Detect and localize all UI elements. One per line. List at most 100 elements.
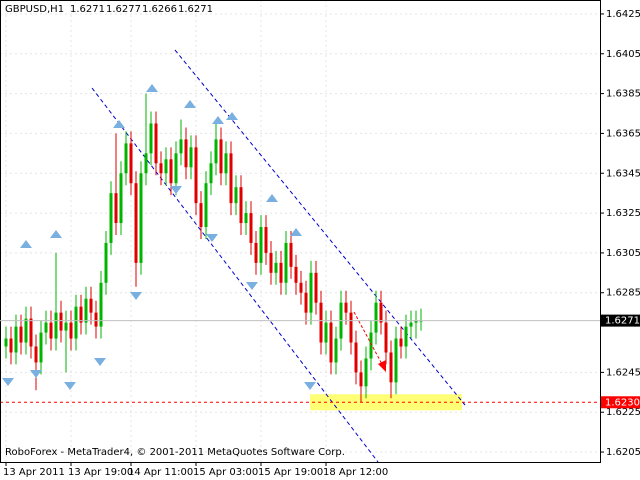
y-tick-label: 1.6385 [606, 89, 640, 100]
body [304, 292, 308, 313]
body [174, 153, 178, 184]
body [139, 173, 143, 263]
body [24, 318, 28, 343]
body [149, 123, 153, 154]
body [34, 346, 38, 363]
body [144, 153, 148, 174]
body [9, 338, 13, 353]
body [359, 372, 363, 387]
body [199, 203, 203, 228]
body [184, 139, 188, 168]
body [309, 272, 313, 313]
y-tick-label: 1.6345 [606, 168, 640, 179]
arrow-head [378, 360, 386, 372]
y-tick-label: 1.6325 [606, 208, 640, 219]
body [349, 312, 353, 343]
body [239, 187, 243, 224]
body [379, 302, 383, 323]
body [94, 312, 98, 327]
body [154, 123, 158, 164]
body [334, 338, 338, 363]
body [89, 298, 93, 313]
y-tick-label: 1.6425 [606, 9, 640, 20]
body [344, 302, 348, 313]
body [364, 358, 368, 387]
y-tick-label: 1.6405 [606, 49, 640, 60]
body [129, 143, 133, 184]
body [279, 262, 283, 283]
body [229, 153, 233, 204]
price-tag [601, 314, 640, 327]
body [79, 306, 83, 323]
y-tick-label: 1.6365 [606, 128, 640, 139]
body [329, 322, 333, 363]
body [414, 320, 418, 323]
body [134, 183, 138, 263]
body [114, 193, 118, 224]
body [384, 322, 388, 353]
x-tick-label: 15 Apr 19:00 [258, 467, 323, 478]
y-tick-label: 1.6245 [606, 367, 640, 378]
body [389, 352, 393, 383]
y-tick-label: 1.6305 [606, 248, 640, 259]
header-symbol: GBPUSD,H1 [5, 4, 64, 15]
body [179, 139, 183, 154]
x-tick-label: 13 Apr 19:00 [68, 467, 133, 478]
body [124, 143, 128, 174]
body [169, 159, 173, 184]
body [394, 338, 398, 383]
body [369, 332, 373, 359]
body [249, 213, 253, 243]
plot-border [0, 0, 601, 463]
body [4, 338, 8, 347]
channel-upper [174, 49, 466, 406]
body [189, 147, 193, 168]
body [119, 173, 123, 224]
body [44, 322, 48, 333]
body [224, 153, 228, 174]
body [99, 282, 103, 327]
fractals [2, 84, 316, 390]
body [109, 193, 113, 243]
body [164, 159, 168, 174]
body [254, 242, 258, 263]
body [14, 326, 18, 353]
y-tick-label: 1.6285 [606, 288, 640, 299]
body [64, 322, 68, 331]
body [54, 312, 58, 339]
body [314, 272, 318, 303]
body [274, 262, 278, 273]
body [194, 147, 198, 204]
body [244, 213, 248, 224]
body [234, 187, 238, 204]
body [219, 139, 223, 174]
x-tick-label: 14 Apr 11:00 [128, 467, 193, 478]
body [29, 318, 33, 347]
body [259, 227, 263, 263]
body [204, 183, 208, 228]
body [264, 227, 268, 253]
header-open: 1.6271 [70, 4, 105, 15]
body [104, 242, 108, 283]
body [324, 322, 328, 343]
x-tick-label: 13 Apr 2011 [3, 467, 65, 478]
body [399, 338, 403, 347]
body [74, 306, 78, 339]
x-tick-label: 18 Apr 12:00 [323, 467, 388, 478]
footer: RoboForex - MetaTrader4, © 2001-2011 Met… [5, 447, 345, 458]
body [354, 342, 358, 373]
body [84, 298, 88, 323]
level-label: 1.6230 [605, 397, 640, 408]
body [39, 332, 43, 363]
body [404, 326, 408, 347]
body [289, 242, 293, 267]
body [374, 302, 378, 333]
body [159, 163, 163, 174]
body [284, 242, 288, 283]
y-tick-label: 1.6205 [606, 447, 640, 458]
body [209, 163, 213, 184]
body [269, 252, 273, 273]
y-tick-label: 1.6225 [606, 407, 640, 418]
x-tick-label: 15 Apr 03:00 [193, 467, 258, 478]
